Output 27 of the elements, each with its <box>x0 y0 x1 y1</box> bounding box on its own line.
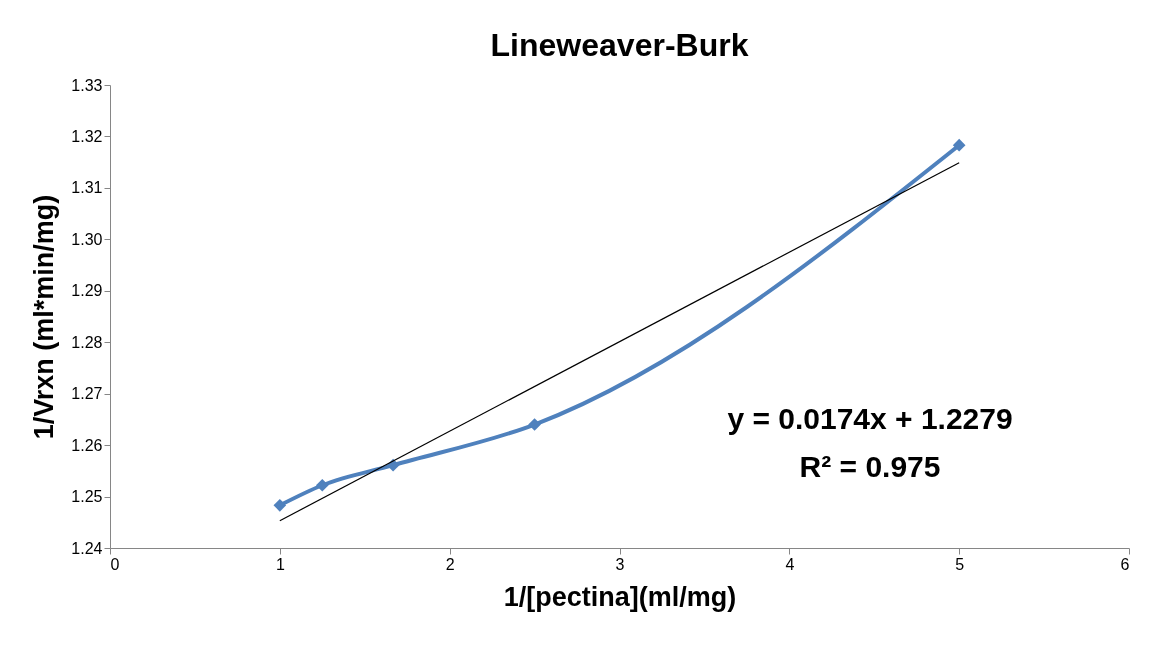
y-tick-label: 1.31 <box>71 179 103 197</box>
y-tick-label: 1.27 <box>71 385 103 403</box>
y-tick-label: 1.28 <box>71 333 103 351</box>
y-tick-label: 1.24 <box>71 539 103 557</box>
x-tick-label: 1 <box>275 555 285 573</box>
annotation: y = 0.0174x + 1.2279 <box>727 402 1013 435</box>
point <box>273 498 287 512</box>
y-tick-label: 1.29 <box>71 282 103 300</box>
annotation: R² = 0.975 <box>799 450 941 483</box>
x-axis-title: 1/[pectina](ml/mg) <box>503 581 737 612</box>
x-tick-label: 0 <box>110 555 120 573</box>
point <box>952 138 966 152</box>
x-tick-label: 6 <box>1120 555 1130 573</box>
y-tick-label: 1.33 <box>71 76 103 94</box>
x-tick-label: 3 <box>615 555 625 573</box>
point <box>386 458 400 472</box>
x-tick-label: 4 <box>785 555 795 573</box>
point <box>315 478 329 492</box>
x-tick-label: 5 <box>955 555 965 573</box>
chart-title: Lineweaver-Burk <box>490 27 749 63</box>
y-tick-label: 1.26 <box>71 436 103 454</box>
y-axis-title: 1/Vrxn (ml*min/mg) <box>29 194 60 440</box>
x-tick-label: 2 <box>445 555 455 573</box>
point <box>528 418 541 431</box>
y-tick-label: 1.32 <box>71 127 103 145</box>
y-tick-label: 1.30 <box>71 230 103 248</box>
y-tick-label: 1.25 <box>71 488 103 506</box>
